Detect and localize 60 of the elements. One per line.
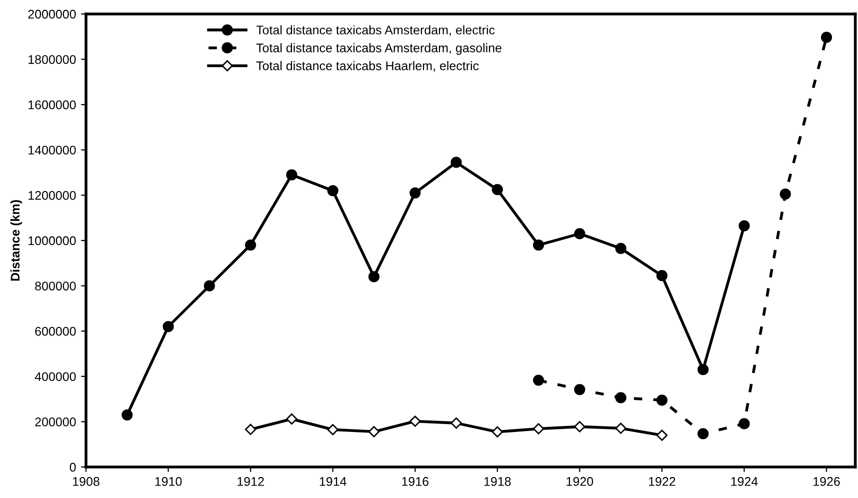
point (327, 424, 338, 436)
y-tick-label: 400000 (34, 372, 76, 382)
point (656, 394, 668, 406)
point (122, 409, 133, 420)
x-tick-label: 1924 (731, 477, 758, 486)
point (738, 418, 750, 430)
point (615, 242, 626, 254)
y-tick-label: 1800000 (28, 55, 76, 64)
point (532, 423, 544, 434)
point (698, 364, 709, 376)
point (615, 422, 626, 434)
y-tick-label: 2000000 (28, 10, 76, 19)
y-tick-label: 600000 (35, 326, 76, 336)
y-tick-label: 1200000 (28, 191, 76, 200)
point (656, 270, 668, 282)
legend-label: Total distance taxicabs Amsterdam, gasoline (256, 43, 502, 55)
x-tick-label: 1918 (484, 477, 511, 486)
y-tick-label: 1600000 (28, 100, 76, 110)
point (738, 220, 750, 232)
point (615, 392, 626, 404)
point (286, 169, 298, 180)
x-tick-label: 1926 (814, 477, 840, 486)
x-tick-label: 1922 (648, 477, 676, 486)
x-tick-label: 1908 (73, 477, 100, 486)
y-tick-label: 800000 (35, 282, 76, 290)
y-tick-label: 200000 (35, 418, 76, 426)
x-tick-label: 1914 (320, 477, 346, 486)
legend-label: Total distance taxicabs Amsterdam, electric (256, 25, 495, 36)
point (450, 417, 462, 429)
point (574, 384, 586, 396)
point (492, 184, 503, 196)
point (244, 424, 256, 436)
x-tick-label: 1910 (155, 477, 182, 486)
point (450, 156, 462, 168)
y-tick-label: 1000000 (28, 236, 76, 246)
point (368, 426, 380, 438)
point (656, 430, 668, 441)
point (820, 32, 832, 43)
x-tick-label: 1916 (402, 477, 428, 486)
point (204, 280, 215, 292)
legend-label: Total distance taxicabs Haarlem, electric (256, 61, 479, 72)
point (368, 271, 380, 282)
point (532, 374, 544, 386)
point (574, 421, 586, 432)
y-tick-label: 1400000 (28, 146, 76, 155)
point (698, 428, 709, 440)
point (286, 413, 298, 425)
point (162, 321, 174, 332)
y-axis-title: Distance (km) (10, 200, 22, 281)
point (780, 188, 791, 200)
point (574, 228, 586, 240)
point (410, 187, 421, 198)
point (532, 239, 544, 251)
x-tick-label: 1920 (566, 477, 594, 486)
point (244, 239, 256, 251)
point (410, 416, 421, 427)
point (492, 426, 503, 438)
y-tick-label: 0 (70, 462, 76, 472)
x-tick-label: 1912 (238, 477, 264, 486)
point (327, 185, 338, 196)
